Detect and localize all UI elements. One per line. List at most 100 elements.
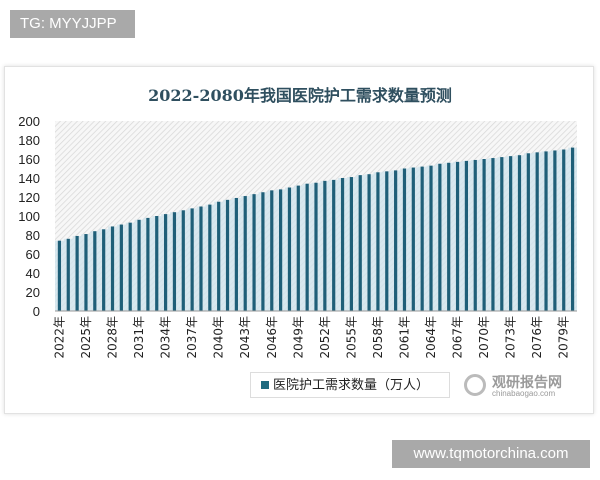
x-tick-label: 2031年	[132, 316, 146, 359]
y-tick-label: 180	[18, 133, 40, 148]
bar	[394, 170, 398, 311]
bar	[429, 165, 433, 311]
x-tick-label: 2079年	[557, 316, 571, 359]
bar	[438, 163, 442, 311]
bar	[279, 189, 283, 311]
x-tick-label: 2034年	[159, 316, 173, 359]
y-tick-label: 60	[26, 247, 40, 262]
y-tick-label: 160	[18, 152, 40, 167]
bar	[544, 151, 548, 311]
bar	[252, 194, 256, 311]
y-tick-label: 20	[26, 285, 40, 300]
bar	[455, 161, 460, 311]
bar	[296, 185, 300, 311]
bar	[243, 196, 247, 311]
bar	[535, 152, 539, 311]
x-tick-label: 2061年	[397, 316, 411, 359]
bar	[75, 235, 79, 311]
bar	[482, 159, 486, 311]
bar	[84, 234, 88, 311]
bar	[553, 150, 557, 311]
bar	[500, 157, 504, 311]
bar	[358, 175, 362, 311]
x-tick-label: 2028年	[106, 316, 120, 359]
bar	[128, 222, 132, 311]
bar	[270, 190, 274, 311]
bar	[570, 147, 575, 311]
bar	[332, 179, 336, 311]
bar	[234, 197, 238, 311]
legend-label: 医院护工需求数量（万人）	[273, 378, 430, 393]
logo-url: chinabaogao.com	[492, 389, 556, 398]
watermark-bottom: www.tqmotorchina.com	[392, 440, 590, 468]
logo: 观研报告网 chinabaogao.com	[462, 372, 582, 400]
bar	[217, 201, 221, 311]
x-tick-label: 2040年	[212, 316, 226, 359]
bar	[464, 160, 469, 311]
bar	[163, 214, 168, 311]
y-tick-label: 100	[18, 209, 40, 224]
bar	[367, 174, 371, 311]
bar	[155, 216, 159, 311]
bar	[225, 199, 230, 311]
x-tick-label: 2025年	[79, 316, 93, 359]
bar	[172, 212, 177, 311]
bar	[562, 149, 566, 311]
x-tick-label: 2076年	[530, 316, 544, 359]
bar	[57, 240, 62, 311]
bar	[314, 182, 318, 311]
bar	[93, 231, 97, 311]
x-tick-label: 2073年	[504, 316, 518, 359]
bar	[491, 158, 495, 311]
bar	[190, 208, 194, 311]
bar	[323, 180, 327, 311]
bar	[402, 168, 407, 311]
x-tick-label: 2055年	[344, 316, 358, 359]
bar	[102, 229, 106, 311]
bar	[447, 162, 451, 311]
bar	[305, 183, 309, 311]
x-tick-label: 2043年	[238, 316, 252, 359]
bar	[261, 192, 265, 311]
bar	[349, 177, 353, 311]
x-tick-label: 2070年	[477, 316, 491, 359]
x-tick-label: 2049年	[291, 316, 305, 359]
bar	[66, 238, 70, 311]
bar	[110, 226, 115, 311]
bar	[287, 187, 292, 311]
legend-swatch	[261, 381, 269, 389]
bar	[119, 224, 123, 311]
x-tick-label: 2058年	[371, 316, 385, 359]
bar	[208, 204, 212, 311]
bar	[517, 155, 522, 311]
x-tick-label: 2064年	[424, 316, 438, 359]
legend: 医院护工需求数量（万人）	[250, 372, 450, 398]
x-tick-label: 2067年	[451, 316, 465, 359]
bar	[526, 153, 530, 311]
bar	[137, 219, 141, 311]
bar	[420, 166, 424, 311]
watermark-top: TG: MYYJJPP	[10, 10, 135, 38]
y-tick-label: 200	[18, 114, 40, 129]
x-tick-label: 2052年	[318, 316, 332, 359]
bar	[199, 206, 203, 311]
bar	[340, 178, 345, 311]
bar	[509, 156, 513, 311]
y-tick-label: 80	[26, 228, 40, 243]
bar	[181, 210, 185, 311]
x-tick-label: 2022年	[52, 316, 66, 359]
y-tick-label: 0	[33, 304, 40, 319]
x-tick-label: 2037年	[185, 316, 199, 359]
logo-name: 观研报告网	[492, 375, 562, 391]
logo-icon	[464, 374, 486, 396]
bar	[376, 172, 380, 311]
bar	[411, 167, 415, 311]
bar	[473, 159, 477, 311]
y-tick-label: 140	[18, 171, 40, 186]
bar	[385, 171, 389, 311]
chart-title: 2022-2080年我国医院护工需求数量预测	[148, 86, 452, 105]
x-tick-label: 2046年	[265, 316, 279, 359]
bar	[146, 217, 150, 311]
y-tick-label: 120	[18, 190, 40, 205]
